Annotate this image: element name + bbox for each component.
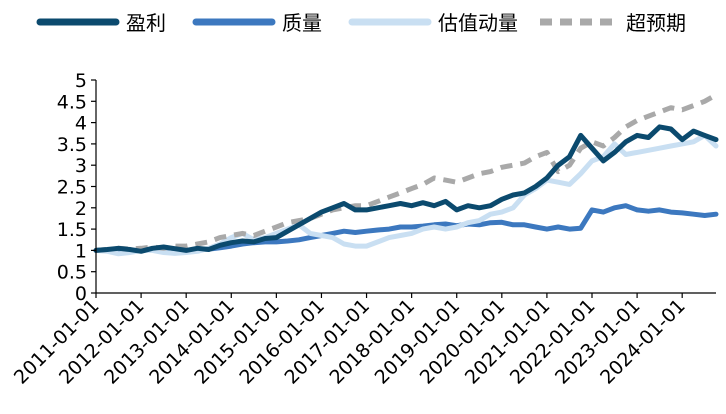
y-tick-label: 0.5 bbox=[57, 262, 87, 284]
y-tick-label: 2.5 bbox=[57, 177, 87, 199]
series-layer bbox=[93, 92, 719, 257]
y-tick-labels: 00.511.522.533.544.55 bbox=[57, 70, 96, 305]
legend-label-4: 超预期 bbox=[626, 11, 686, 35]
series-line-4 bbox=[95, 92, 718, 253]
y-tick-label: 2 bbox=[75, 198, 87, 220]
axes bbox=[95, 80, 716, 294]
y-tick-label: 0 bbox=[75, 283, 87, 305]
y-tick-label: 1.5 bbox=[57, 219, 87, 241]
y-tick-label: 5 bbox=[75, 70, 87, 92]
series-line-3 bbox=[93, 132, 719, 257]
series-line-2 bbox=[93, 203, 719, 253]
legend-label-2: 质量 bbox=[282, 11, 322, 35]
y-tick-label: 4.5 bbox=[57, 91, 87, 113]
y-tick-label: 3 bbox=[75, 155, 87, 177]
y-tick-label: 3.5 bbox=[57, 134, 87, 156]
x-tick-labels: 2011-01-012012-01-012013-01-012014-01-01… bbox=[10, 293, 690, 389]
legend: 盈利 质量 估值动量 超预期 bbox=[36, 11, 686, 35]
legend-label-3: 估值动量 bbox=[438, 11, 518, 35]
y-tick-label: 1 bbox=[75, 240, 87, 262]
legend-label-1: 盈利 bbox=[126, 11, 166, 35]
series-line-1 bbox=[93, 124, 719, 254]
y-tick-label: 4 bbox=[75, 113, 87, 135]
